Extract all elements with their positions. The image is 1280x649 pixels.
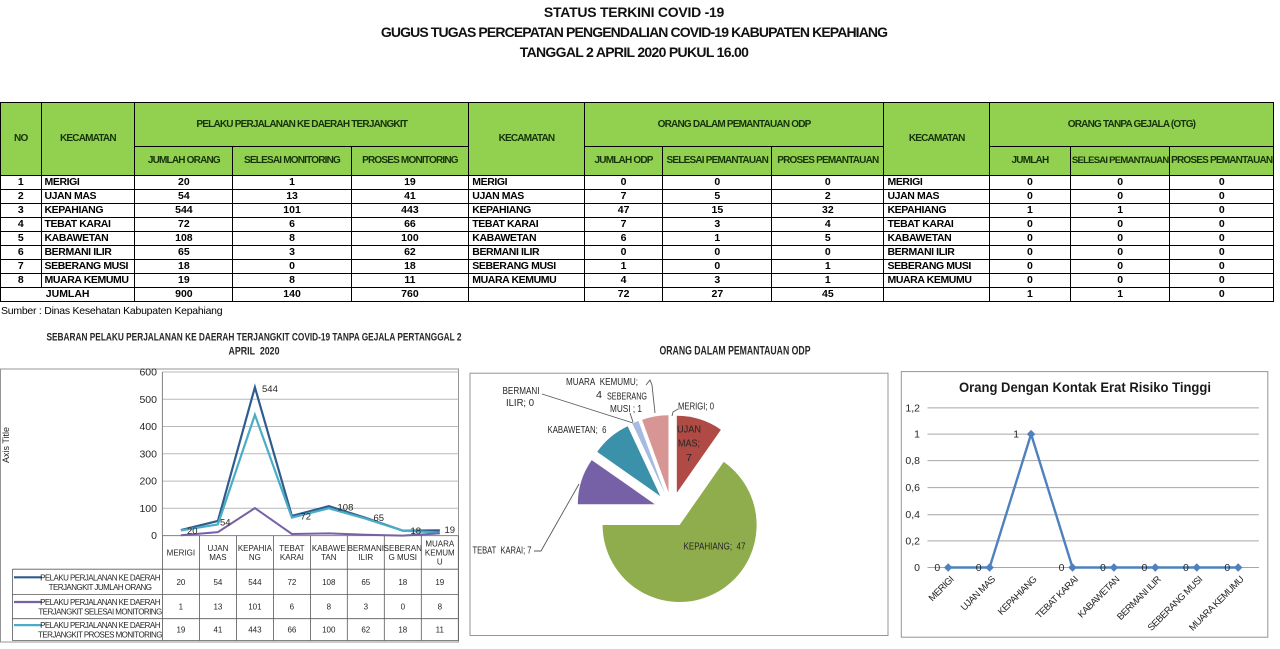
svg-text:KARAI: KARAI [280,553,304,562]
svg-text:UJAN MAS: UJAN MAS [959,574,998,613]
svg-text:72: 72 [301,512,312,523]
svg-text:TEBAT KARAI: TEBAT KARAI [1034,574,1081,621]
svg-text:18: 18 [398,578,407,587]
svg-text:0,8: 0,8 [905,455,920,467]
svg-text:500: 500 [139,394,157,406]
svg-text:UJAN: UJAN [677,425,701,436]
svg-text:19: 19 [176,626,185,635]
svg-text:72: 72 [287,578,296,587]
svg-text:KABAWETAN; 6: KABAWETAN; 6 [548,425,607,436]
svg-text:0: 0 [1183,562,1189,574]
svg-text:54: 54 [220,518,231,529]
svg-text:SEBARAN PELAKU PERJALANAN KE D: SEBARAN PELAKU PERJALANAN KE DAERAH TERJ… [47,332,462,344]
svg-text:MAS;: MAS; [678,439,700,450]
svg-text:443: 443 [248,626,262,635]
svg-text:0,2: 0,2 [905,535,920,547]
svg-text:0,4: 0,4 [905,509,920,521]
svg-text:SEBERAN: SEBERAN [384,544,422,553]
svg-text:4: 4 [596,390,602,401]
svg-text:1: 1 [1013,429,1019,441]
svg-text:41: 41 [213,626,222,635]
svg-text:300: 300 [139,448,157,460]
svg-text:20: 20 [187,526,198,537]
svg-text:UJAN: UJAN [207,544,228,553]
svg-text:NG: NG [249,553,261,562]
svg-text:PELAKU PERJALANAN KE DAERAH: PELAKU PERJALANAN KE DAERAH [40,621,161,630]
svg-text:100: 100 [139,503,157,515]
svg-text:65: 65 [361,578,370,587]
svg-text:0: 0 [401,603,406,612]
svg-text:KABAWE: KABAWE [312,544,346,553]
svg-text:ILIR; 0: ILIR; 0 [506,398,534,409]
svg-text:TERJANGKIT SELESAI MONITORING: TERJANGKIT SELESAI MONITORING [38,608,162,617]
svg-text:544: 544 [262,384,278,395]
svg-text:3: 3 [364,603,369,612]
svg-text:18: 18 [411,526,422,537]
svg-text:PELAKU PERJALANAN KE DAERAH: PELAKU PERJALANAN KE DAERAH [40,573,161,582]
svg-text:TEBAT KARAI; 7: TEBAT KARAI; 7 [473,546,532,557]
svg-text:MAS: MAS [209,553,226,562]
svg-text:KEPAHIA: KEPAHIA [238,544,273,553]
svg-text:19: 19 [445,525,456,536]
svg-text:600: 600 [139,367,157,379]
svg-text:0: 0 [1141,562,1147,574]
svg-text:101: 101 [248,603,262,612]
svg-text:62: 62 [361,626,370,635]
svg-text:13: 13 [213,603,222,612]
svg-text:MERIGI; 0: MERIGI; 0 [678,402,714,413]
svg-text:18: 18 [398,626,407,635]
svg-text:19: 19 [435,578,444,587]
svg-text:100: 100 [322,626,336,635]
svg-text:1,2: 1,2 [905,402,920,414]
svg-text:U: U [437,557,443,566]
svg-text:SEBERANG: SEBERANG [607,392,647,403]
svg-text:8: 8 [438,603,443,612]
svg-text:MUARA KEMUMU;: MUARA KEMUMU; [566,377,638,388]
svg-text:1: 1 [914,429,920,441]
svg-text:TERJANGKIT PROSES MONITORING: TERJANGKIT PROSES MONITORING [38,631,162,640]
svg-text:8: 8 [327,603,332,612]
svg-text:BERMANI: BERMANI [348,544,384,553]
svg-text:MUARA: MUARA [425,539,455,548]
svg-text:PELAKU PERJALANAN KE DAERAH: PELAKU PERJALANAN KE DAERAH [40,598,161,607]
svg-text:Axis Title: Axis Title [1,427,11,463]
svg-text:TEBAT: TEBAT [279,544,304,553]
svg-text:0,6: 0,6 [905,482,920,494]
svg-text:0: 0 [151,530,157,542]
svg-text:0: 0 [934,562,940,574]
svg-text:7: 7 [686,453,692,464]
svg-text:KEMUM: KEMUM [425,548,455,557]
svg-text:0: 0 [1224,562,1230,574]
svg-text:11: 11 [436,626,445,635]
svg-text:ILIR: ILIR [358,553,373,562]
svg-text:0: 0 [1100,562,1106,574]
svg-text:400: 400 [139,421,157,433]
svg-text:108: 108 [322,578,336,587]
svg-text:6: 6 [290,603,295,612]
svg-text:54: 54 [213,578,222,587]
svg-text:KEPAHIANG: KEPAHIANG [996,574,1039,617]
svg-text:0: 0 [976,562,982,574]
svg-text:G MUSI: G MUSI [389,553,417,562]
svg-text:0: 0 [1059,562,1065,574]
svg-text:APRIL 2020: APRIL 2020 [229,346,280,358]
svg-text:MUSI ; 1: MUSI ; 1 [610,404,642,415]
svg-text:108: 108 [338,503,354,514]
svg-text:MERIGI: MERIGI [927,574,957,604]
svg-text:BERMANI: BERMANI [503,386,540,397]
svg-text:Orang Dengan Kontak Erat Risik: Orang Dengan Kontak Erat Risiko Tinggi [959,380,1211,395]
svg-text:ORANG DALAM PEMANTAUAN ODP: ORANG DALAM PEMANTAUAN ODP [660,346,811,358]
svg-text:MERIGI: MERIGI [167,548,195,557]
svg-text:1: 1 [179,603,184,612]
svg-text:KEPAHIANG; 47: KEPAHIANG; 47 [684,542,746,553]
svg-text:20: 20 [176,578,185,587]
svg-text:544: 544 [248,578,262,587]
svg-text:200: 200 [139,476,157,488]
svg-text:TERJANGKIT JUMLAH ORANG: TERJANGKIT JUMLAH ORANG [49,583,152,592]
svg-text:0: 0 [914,562,920,574]
svg-text:65: 65 [374,513,385,524]
svg-text:TAN: TAN [321,553,337,562]
svg-text:66: 66 [287,626,296,635]
